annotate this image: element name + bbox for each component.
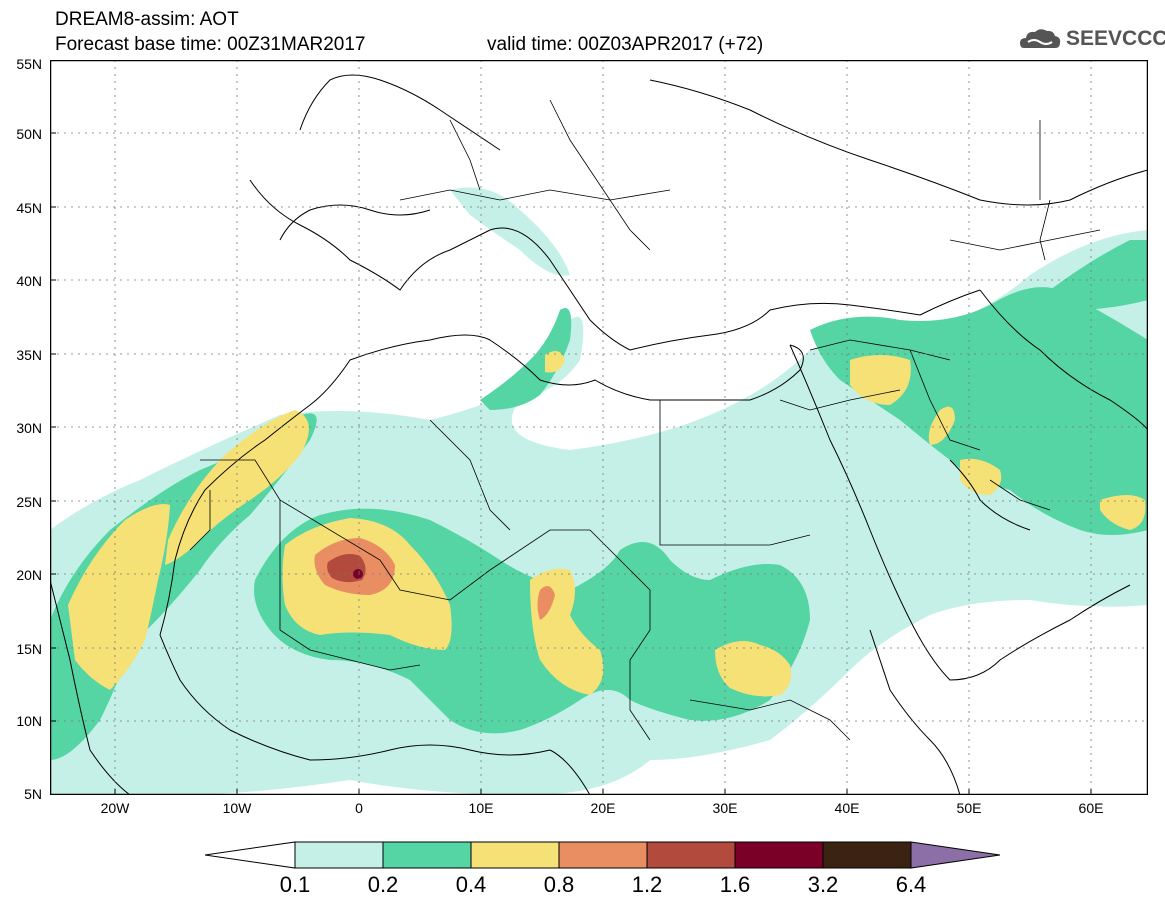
colorbar-label: 0.8	[543, 872, 575, 897]
colorbar-bin-0.2	[382, 841, 472, 869]
lat-label: 10N	[16, 713, 42, 729]
lat-label: 30N	[16, 420, 42, 436]
colorbar-arrow-high	[910, 841, 1000, 869]
lat-label: 45N	[16, 200, 42, 216]
colorbar-label: 3.2	[807, 872, 839, 897]
lon-label: 20E	[590, 800, 616, 816]
colorbar-label: 0.4	[455, 872, 487, 897]
header-line2: Forecast base time: 00Z31MAR2017	[55, 34, 366, 55]
colorbar-arrow-low	[205, 841, 296, 869]
lat-label: 15N	[16, 641, 42, 657]
lat-label: 5N	[24, 786, 42, 802]
colorbar-label: 0.2	[367, 872, 399, 897]
lon-label: 30E	[712, 800, 738, 816]
lat-label: 55N	[16, 56, 42, 72]
colorbar-label: 1.2	[631, 872, 663, 897]
colorbar-label: 0.1	[279, 872, 311, 897]
lon-label: 0	[355, 800, 363, 816]
graticule	[50, 60, 1148, 795]
colorbar-bin-3.2	[822, 841, 912, 869]
valid-time: valid time: 00Z03APR2017 (+72)	[487, 34, 764, 55]
header-line1: DREAM8-assim: AOT	[55, 9, 239, 30]
colorbar-bin-0.8	[558, 841, 648, 869]
lon-label: 10W	[222, 800, 252, 816]
colorbar-bin-0.4	[470, 841, 560, 869]
colorbar-bin-1.6	[734, 841, 824, 869]
colorbar-label: 1.6	[719, 872, 751, 897]
coastlines	[50, 74, 1148, 795]
colorbar	[205, 841, 1000, 869]
lon-label: 50E	[956, 800, 982, 816]
lon-label: 60E	[1078, 800, 1104, 816]
aot-contour-0.4	[68, 351, 1146, 697]
lat-label: 40N	[16, 273, 42, 289]
aot-map	[50, 60, 1148, 795]
country-borders	[189, 99, 1101, 741]
lat-label: 25N	[16, 494, 42, 510]
cloud-logo-icon	[1020, 29, 1061, 48]
colorbar-label: 6.4	[895, 872, 927, 897]
lon-label: 10E	[468, 800, 494, 816]
lat-label: 20N	[16, 567, 42, 583]
lat-label: 35N	[16, 347, 42, 363]
lat-label: 50N	[16, 126, 42, 142]
lon-label: 20W	[100, 800, 130, 816]
colorbar-bin-0.1	[294, 841, 384, 869]
colorbar-bin-1.2	[646, 841, 736, 869]
lon-label: 40E	[834, 800, 860, 816]
logo-text: SEEVCCC	[1066, 27, 1165, 50]
tick-marks	[50, 132, 1092, 795]
